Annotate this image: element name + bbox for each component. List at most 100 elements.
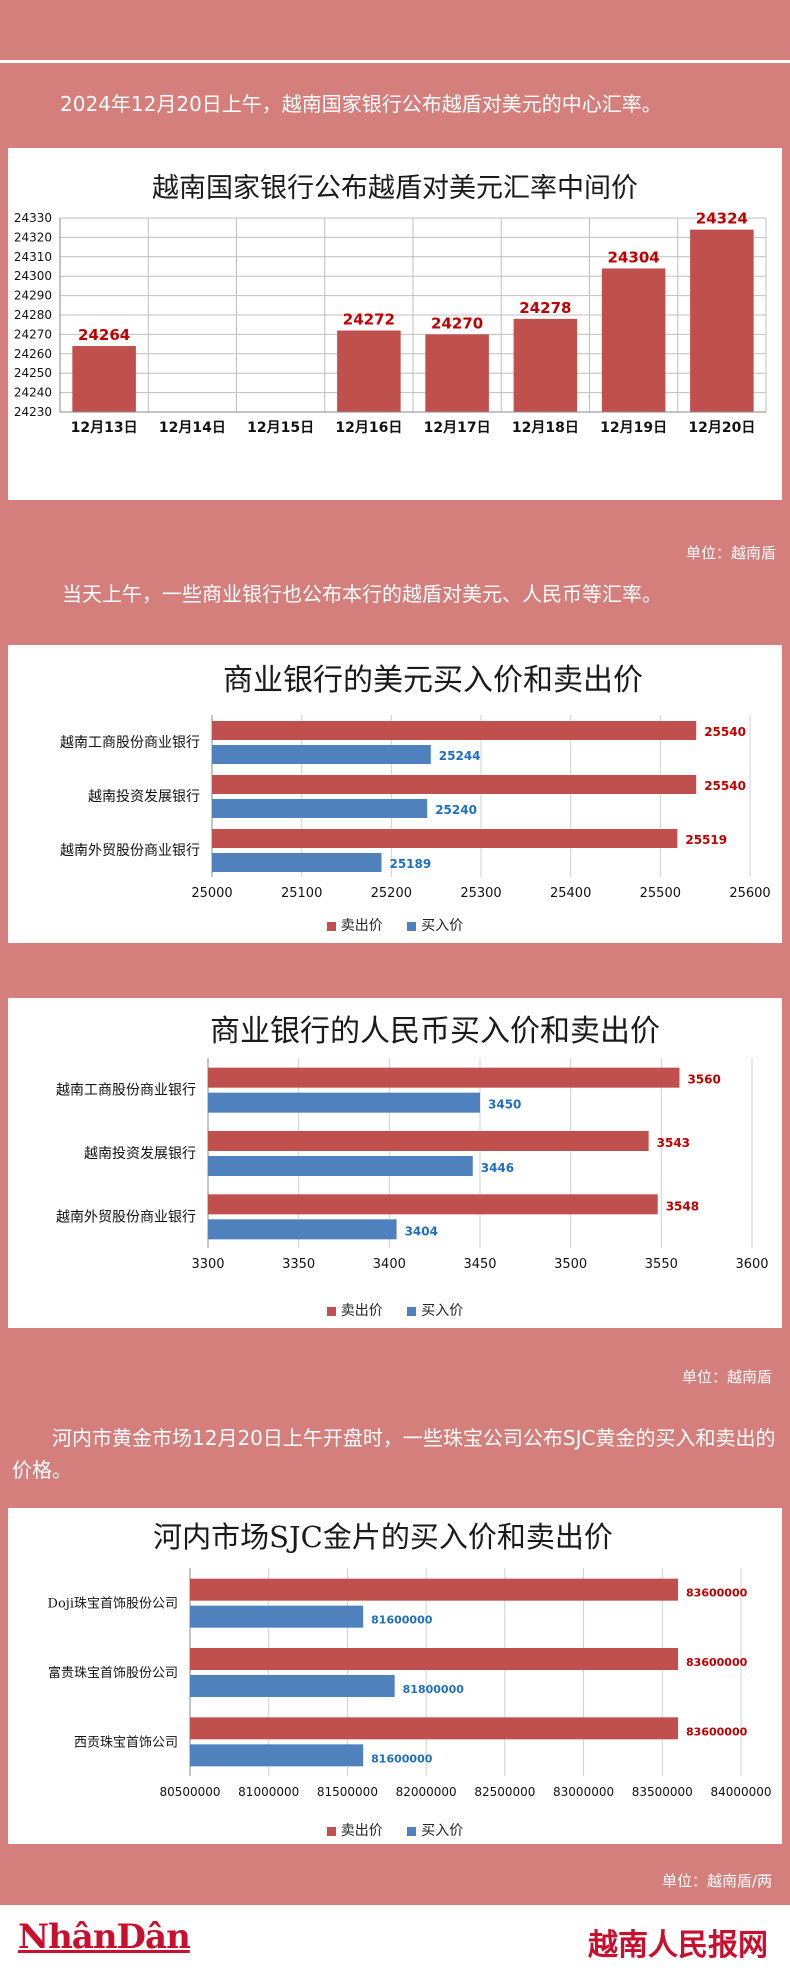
- footer-bar: [0, 1905, 790, 1975]
- legend-key-buy: [407, 1826, 417, 1836]
- x-tick-label: 3450: [463, 1257, 496, 1272]
- chart-legend: 卖出价 买入价: [8, 1820, 782, 1840]
- data-label-sell: 25540: [704, 725, 746, 739]
- x-tick-label: 3600: [735, 1257, 768, 1272]
- bar-buy: [208, 1219, 397, 1240]
- x-tick-label: 25400: [550, 886, 591, 901]
- horizontal-bar-chart: 80500000 81000000 81500000 82000000 82500000…: [48, 1568, 772, 1799]
- legend-key-buy: [407, 1306, 417, 1316]
- category-label: 越南投资发展银行: [84, 1146, 196, 1162]
- data-label-buy: 3404: [405, 1224, 438, 1238]
- unit-label-1: 单位：越南盾: [685, 544, 776, 562]
- x-tick-label: 12月19日: [600, 420, 667, 436]
- bar: [425, 334, 489, 412]
- x-tick-label: 84000000: [710, 1785, 771, 1799]
- category-label: 越南外贸股份商业银行: [60, 843, 200, 859]
- chart-title: 河内市场SJC金片的买入价和卖出价: [153, 1520, 613, 1554]
- bar: [337, 330, 401, 412]
- bar-sell: [190, 1578, 679, 1601]
- chart-panel-central-rate: 越南国家银行公布越盾对美元汇率中间价 24230 24240 24250 24260 2…: [8, 148, 782, 500]
- x-tick-label: 80500000: [159, 1785, 220, 1799]
- chart-panel-cny-rates: 商业银行的人民币买入价和卖出价 3300 3350 3400 3450 3500 3550…: [8, 998, 782, 1328]
- x-tick-label: 82500000: [474, 1785, 535, 1799]
- data-label-sell: 83600000: [686, 1656, 748, 1669]
- x-tick-label: 83500000: [632, 1785, 693, 1799]
- bar: [690, 229, 754, 412]
- x-tick-label: 25600: [729, 886, 770, 901]
- bar-sell: [208, 1067, 680, 1088]
- horizontal-bar-chart: 25000 25100 25200 25300 25400 25500 25600 越南工商股…: [60, 715, 771, 901]
- data-label-sell: 3548: [666, 1199, 699, 1213]
- chart-panel-sjc-gold: 河内市场SJC金片的买入价和卖出价 80500000 81000000 815000…: [8, 1508, 782, 1844]
- x-tick-label: 12月20日: [688, 420, 755, 436]
- y-tick-label: 24240: [14, 386, 52, 400]
- bar: [513, 318, 578, 412]
- category-label: 富贵珠宝首饰股份公司: [48, 1665, 178, 1681]
- data-label: 24264: [78, 326, 130, 344]
- y-tick-label: 24280: [14, 308, 52, 322]
- x-tick-label: 25200: [371, 886, 412, 901]
- intro-text-1: 2024年12月20日上午，越南国家银行公布越盾对美元的中心汇率。: [60, 92, 662, 116]
- x-tick-label: 12月17日: [424, 420, 491, 436]
- category-label: 越南工商股份商业银行: [56, 1083, 196, 1099]
- data-label: 24278: [519, 299, 571, 317]
- data-label-buy: 25240: [435, 803, 477, 817]
- x-tick-label: 12月13日: [71, 420, 138, 436]
- y-tick-label: 24310: [14, 250, 52, 264]
- category-label: 越南投资发展银行: [88, 789, 200, 805]
- data-label-buy: 3446: [481, 1161, 514, 1175]
- bar-buy: [190, 1744, 364, 1767]
- legend-item-buy: 买入价: [407, 918, 463, 934]
- vertical-bar-chart: 24230 24240 24250 24260 24270 24280 24290 24300…: [14, 210, 767, 436]
- bar-buy: [208, 1156, 473, 1176]
- bar-sell: [190, 1648, 679, 1670]
- x-tick-label: 25000: [191, 886, 232, 901]
- legend-label-sell: 卖出价: [340, 918, 383, 934]
- legend-label-buy: 买入价: [421, 1823, 464, 1839]
- unit-label-3: 单位：越南盾/两: [661, 1872, 772, 1890]
- x-tick-label: 25100: [281, 886, 322, 901]
- x-tick-label: 3550: [645, 1257, 678, 1272]
- x-tick-label: 12月16日: [335, 420, 402, 436]
- x-tick-label: 25300: [460, 886, 501, 901]
- x-tick-label: 81500000: [317, 1785, 378, 1799]
- x-tick-label: 83000000: [553, 1785, 614, 1799]
- legend-item-sell: 卖出价: [326, 1823, 383, 1839]
- data-label-buy: 3450: [488, 1098, 521, 1112]
- data-label-sell: 3543: [657, 1136, 690, 1150]
- nhandan-logo[interactable]: NhânDân: [18, 1917, 191, 1957]
- chart-title: 商业银行的人民币买入价和卖出价: [210, 1014, 660, 1049]
- unit-label-2: 单位：越南盾: [681, 1368, 772, 1386]
- legend-item-buy: 买入价: [407, 1303, 463, 1319]
- bar: [601, 268, 666, 412]
- intro-text-2: 当天上午，一些商业银行也公布本行的越盾对美元、人民币等汇率。: [62, 582, 662, 606]
- legend-item-sell: 卖出价: [326, 1303, 383, 1319]
- bar-sell: [208, 1131, 649, 1151]
- y-tick-label: 24330: [14, 211, 52, 225]
- legend-key-sell: [326, 1306, 336, 1316]
- bar-sell: [212, 721, 697, 740]
- bar-buy: [190, 1675, 395, 1697]
- category-label: 越南工商股份商业银行: [60, 735, 200, 751]
- y-tick-label: 24230: [14, 405, 52, 419]
- y-tick-label: 24270: [14, 327, 52, 341]
- intro-text-3: 河内市黄金市场12月20日上午开盘时，一些珠宝公司公布SJC黄金的买入和卖出的价…: [12, 1426, 776, 1482]
- y-tick-label: 24300: [14, 269, 52, 283]
- data-label-buy: 25189: [389, 857, 431, 871]
- site-logo[interactable]: 越南人民报网: [588, 1928, 768, 1963]
- data-label-sell: 25519: [685, 833, 727, 847]
- bar: [72, 346, 136, 412]
- legend-label-sell: 卖出价: [340, 1823, 383, 1839]
- x-tick-label: 12月14日: [159, 420, 226, 436]
- top-divider: [0, 60, 790, 63]
- y-tick-label: 24290: [14, 289, 52, 303]
- legend-key-sell: [326, 1826, 336, 1836]
- bar-buy: [212, 799, 428, 818]
- y-tick-label: 24250: [14, 366, 52, 380]
- y-tick-label: 24260: [14, 347, 52, 361]
- data-label-sell: 83600000: [686, 1587, 748, 1600]
- horizontal-bar-chart: 3300 3350 3400 3450 3500 3550 3600 越南工商股份商业银行 35…: [56, 1058, 769, 1272]
- bar-buy: [212, 745, 431, 764]
- data-label-buy: 25244: [439, 749, 481, 763]
- bar-buy: [212, 853, 382, 872]
